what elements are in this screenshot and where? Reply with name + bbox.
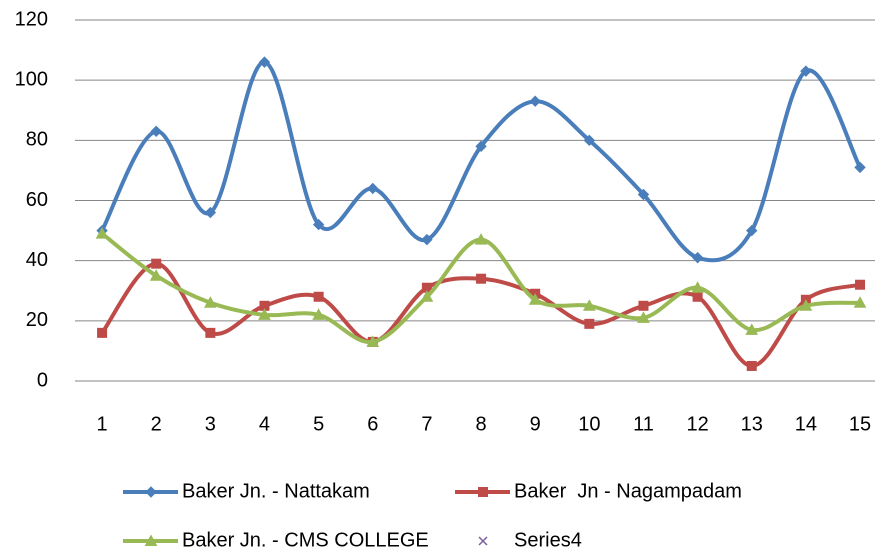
marker — [312, 308, 325, 320]
marker — [366, 335, 380, 347]
marker — [745, 323, 759, 335]
marker — [145, 486, 157, 498]
x-tick-label: 2 — [151, 413, 162, 435]
y-tick-label: 40 — [26, 249, 48, 271]
y-tick-label: 0 — [37, 369, 48, 391]
marker — [478, 487, 488, 497]
marker — [475, 140, 487, 153]
x-tick-label: 5 — [313, 413, 324, 435]
legend-label: Series4 — [514, 529, 582, 551]
marker — [312, 218, 325, 231]
y-tick-label: 80 — [26, 129, 48, 151]
legend-label: Baker Jn. - CMS COLLEGE — [182, 529, 429, 551]
x-tick-label: 15 — [849, 413, 871, 435]
legend-label: Baker Jn. - Nattakam — [182, 480, 370, 502]
marker — [583, 134, 596, 147]
x-tick-label: 7 — [421, 413, 432, 435]
marker — [421, 233, 433, 246]
marker — [855, 279, 866, 290]
series-line — [100, 231, 863, 344]
x-tick-label: 12 — [686, 413, 708, 435]
marker — [95, 227, 109, 239]
x-tick-label: 3 — [205, 413, 216, 435]
marker — [637, 188, 650, 201]
marker — [746, 360, 757, 371]
x-tick-label: 11 — [633, 413, 654, 435]
marker — [474, 233, 488, 245]
marker — [746, 224, 758, 237]
marker — [582, 299, 596, 311]
marker — [367, 182, 379, 195]
marker — [476, 273, 487, 284]
marker — [854, 161, 866, 174]
marker — [478, 536, 488, 546]
marker — [853, 296, 867, 308]
y-tick-label: 20 — [26, 309, 48, 331]
marker — [800, 65, 812, 77]
x-tick-label: 1 — [97, 413, 108, 435]
y-tick-label: 120 — [15, 8, 48, 30]
marker — [692, 291, 703, 302]
y-tick-label: 100 — [15, 68, 48, 90]
marker — [204, 296, 217, 308]
marker — [313, 291, 324, 302]
marker — [691, 251, 704, 264]
x-tick-label: 10 — [578, 413, 600, 435]
legend-label: Baker Jn - Nagampadam — [514, 480, 742, 502]
marker — [205, 327, 216, 338]
marker — [97, 327, 108, 338]
y-tick-label: 60 — [26, 189, 48, 211]
marker — [638, 300, 649, 311]
x-tick-label: 14 — [795, 413, 817, 435]
marker — [150, 125, 162, 138]
marker — [691, 281, 704, 293]
marker — [144, 534, 158, 546]
x-tick-label: 4 — [259, 413, 270, 435]
x-tick-label: 8 — [475, 413, 486, 435]
marker — [204, 206, 217, 219]
marker — [799, 299, 813, 311]
marker — [258, 308, 271, 320]
marker — [584, 318, 595, 329]
marker — [151, 258, 162, 269]
x-tick-label: 9 — [530, 413, 541, 435]
x-tick-label: 13 — [741, 413, 763, 435]
marker — [149, 269, 163, 281]
marker — [637, 311, 650, 323]
marker — [420, 290, 434, 302]
marker — [528, 293, 542, 305]
x-tick-label: 6 — [367, 413, 378, 435]
marker — [529, 95, 541, 107]
marker — [258, 56, 271, 68]
